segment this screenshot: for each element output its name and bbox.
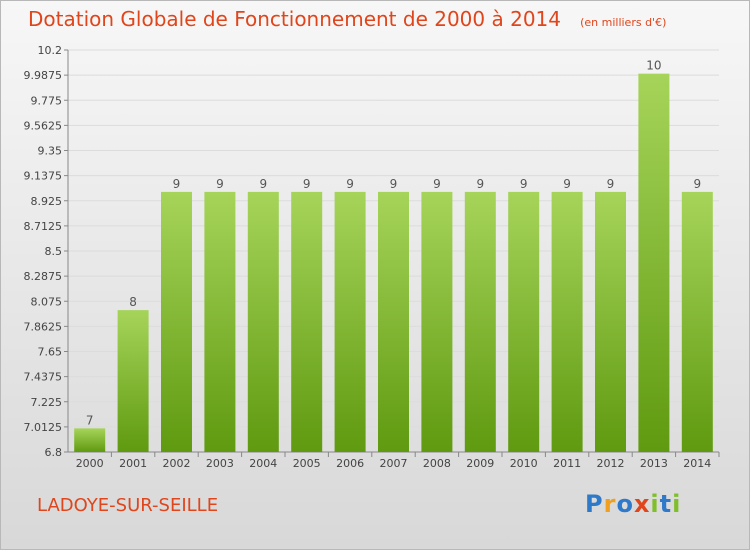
- logo-letter: i: [650, 490, 660, 518]
- data-label-2010: 9: [520, 177, 528, 191]
- x-tick-label-2000: 2000: [76, 457, 104, 470]
- x-tick-label-2005: 2005: [293, 457, 321, 470]
- y-tick-label: 9.5625: [24, 119, 63, 132]
- bar-2001: [117, 310, 149, 452]
- bar-2006: [334, 191, 366, 452]
- bar-2000: [74, 428, 106, 452]
- y-tick-label: 10.2: [38, 44, 63, 57]
- x-tick-label-2007: 2007: [380, 457, 408, 470]
- y-tick-label: 8.2875: [24, 270, 63, 283]
- x-tick-label-2014: 2014: [683, 457, 711, 470]
- bar-2012: [595, 191, 626, 452]
- y-tick-label: 8.7125: [24, 220, 63, 233]
- y-tick-label: 9.35: [38, 145, 63, 158]
- data-label-2008: 9: [433, 177, 441, 191]
- chart-unit-note: (en milliers d'€): [580, 16, 667, 29]
- x-tick-label-2001: 2001: [119, 457, 147, 470]
- x-tick-label-2003: 2003: [206, 457, 234, 470]
- commune-name: LADOYE-SUR-SEILLE: [37, 495, 219, 516]
- y-tick-label: 9.775: [31, 94, 63, 107]
- x-tick-label-2013: 2013: [640, 457, 668, 470]
- bar-2014: [681, 191, 713, 452]
- bar-2007: [378, 191, 409, 452]
- y-tick-label: 7.0125: [24, 421, 63, 434]
- bar-2003: [204, 191, 236, 452]
- logo-letter: r: [603, 490, 617, 518]
- x-tick-label-2006: 2006: [336, 457, 364, 470]
- data-label-2000: 7: [86, 413, 94, 427]
- x-tick-label-2008: 2008: [423, 457, 451, 470]
- data-label-2011: 9: [563, 177, 571, 191]
- data-label-2003: 9: [216, 177, 224, 191]
- data-label-2004: 9: [259, 177, 267, 191]
- data-label-2014: 9: [693, 177, 701, 191]
- data-label-2012: 9: [607, 177, 615, 191]
- x-tick-label-2009: 2009: [466, 457, 494, 470]
- x-tick-label-2011: 2011: [553, 457, 581, 470]
- y-tick-label: 9.9875: [24, 69, 63, 82]
- label-layer: 2000 7 2001 8 2002 9 2003 9 2004 9 2005 9 2006 9 2007 9…: [76, 59, 712, 470]
- bar-2013: [638, 73, 670, 452]
- data-label-2001: 8: [129, 295, 137, 309]
- x-tick-label-2010: 2010: [510, 457, 538, 470]
- y-tick-label: 8.925: [31, 195, 63, 208]
- data-label-2006: 9: [346, 177, 354, 191]
- bar-2008: [421, 191, 453, 452]
- y-tick-label: 7.65: [38, 346, 63, 359]
- bar-2004: [247, 191, 279, 452]
- bar-2011: [551, 191, 583, 452]
- data-label-2007: 9: [390, 177, 398, 191]
- bar-layer: [74, 73, 713, 452]
- data-label-2002: 9: [173, 177, 181, 191]
- y-tick-label: 7.8625: [24, 320, 63, 333]
- logo-letter: i: [672, 490, 682, 518]
- chart-title: Dotation Globale de Fonctionnement de 20…: [28, 7, 666, 31]
- data-label-2009: 9: [476, 177, 484, 191]
- y-tick-label: 8.075: [31, 295, 63, 308]
- bar-2005: [291, 191, 323, 452]
- logo-letter: x: [633, 490, 651, 518]
- y-tick-label: 9.1375: [24, 170, 63, 183]
- logo-letter: o: [616, 490, 634, 518]
- y-tick-label: 7.225: [31, 396, 63, 409]
- chart-title-main: Dotation Globale de Fonctionnement de 20…: [28, 7, 561, 31]
- y-tick-label: 7.4375: [24, 371, 63, 384]
- x-tick-label-2004: 2004: [249, 457, 277, 470]
- bar-2010: [508, 191, 540, 452]
- proxiti-logo: Proxiti: [585, 490, 681, 518]
- y-tick-label: 6.8: [45, 446, 63, 459]
- logo-letter: t: [659, 490, 673, 518]
- logo-letter: P: [585, 490, 604, 518]
- bar-2009: [464, 191, 496, 452]
- y-tick-label: 8.5: [45, 245, 63, 258]
- x-tick-label-2002: 2002: [163, 457, 191, 470]
- bar-2002: [161, 191, 192, 452]
- data-label-2013: 10: [646, 59, 661, 73]
- x-tick-label-2012: 2012: [597, 457, 625, 470]
- data-label-2005: 9: [303, 177, 311, 191]
